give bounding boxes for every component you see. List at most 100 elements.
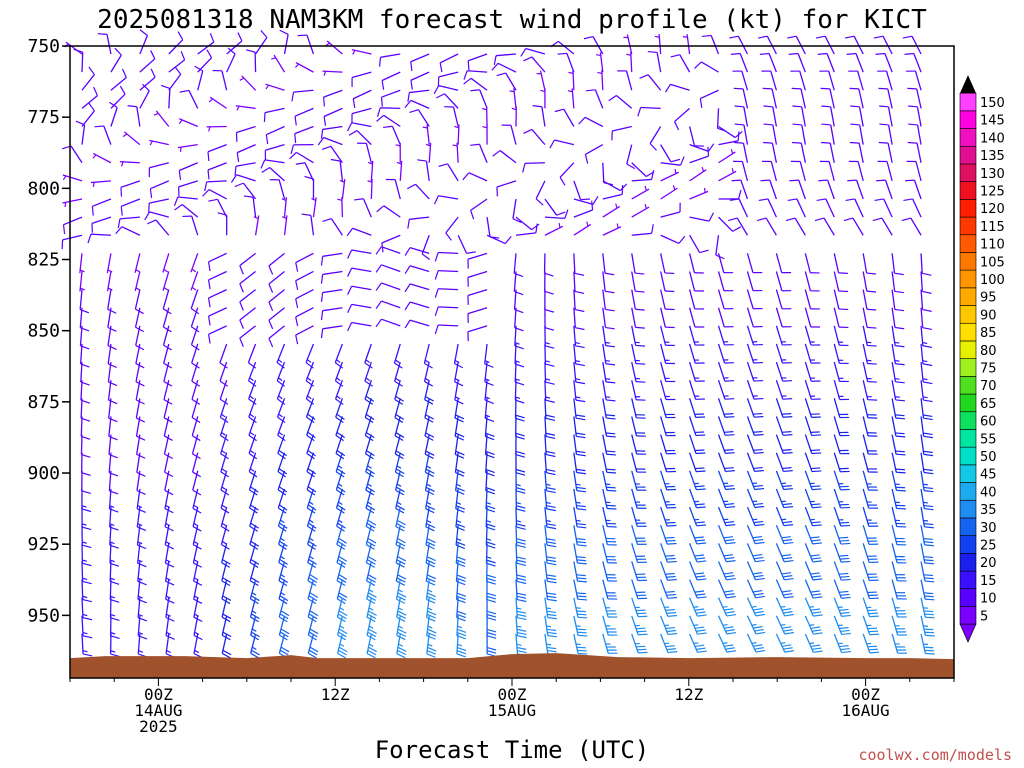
barb-flag-line <box>811 521 821 524</box>
barb-flag-line <box>417 159 427 162</box>
barb-shaft <box>573 380 577 401</box>
barb-shaft <box>248 452 257 472</box>
barb-flag-line <box>923 414 933 418</box>
barb-shaft <box>79 325 83 346</box>
barb-flag-line <box>544 272 554 277</box>
barb-flag-line <box>896 453 906 456</box>
barb-flag-line <box>486 610 497 615</box>
barb-flag-line <box>605 363 616 366</box>
wind-barb <box>407 183 430 200</box>
barb-flag-line <box>895 345 905 348</box>
barb-shaft <box>191 361 199 382</box>
barb-flag-line <box>763 105 773 108</box>
barb-flag-line <box>335 380 344 387</box>
barb-flag-line <box>896 489 906 492</box>
barb-flag-line <box>404 100 412 109</box>
barb-shaft <box>718 216 734 232</box>
barb-flag-line <box>576 556 586 559</box>
wind-barb <box>862 543 879 564</box>
wind-barb <box>120 198 141 216</box>
wind-barb <box>804 253 820 274</box>
barb-shaft <box>496 180 517 188</box>
colorbar-label: 45 <box>980 468 997 483</box>
barb-flag-line <box>924 613 934 616</box>
barb-half-line <box>809 624 815 626</box>
barb-half-line <box>427 607 433 611</box>
barb-shaft <box>164 561 170 582</box>
barb-shaft <box>602 434 608 455</box>
barb-shaft <box>456 615 459 636</box>
barb-shaft <box>573 543 579 564</box>
wind-barb <box>689 143 715 152</box>
barb-shaft <box>602 452 608 473</box>
barb-flag-line <box>396 634 406 641</box>
barb-flag-line <box>726 577 736 581</box>
barb-shaft <box>80 380 83 401</box>
wind-barb <box>550 40 575 55</box>
barb-shaft <box>852 217 864 236</box>
barb-flag-line <box>759 52 770 56</box>
y-tick-label: 850 <box>27 321 60 342</box>
barb-shaft <box>396 633 401 654</box>
wind-barb <box>907 141 922 163</box>
barb-shaft <box>191 416 199 436</box>
barb-flag-line <box>576 453 586 457</box>
barb-flag-line <box>88 66 95 75</box>
barb-half-line <box>568 71 574 75</box>
barb-flag-line <box>753 466 763 470</box>
wind-barb <box>573 307 585 331</box>
barb-shaft <box>149 211 169 218</box>
barb-shaft <box>602 307 607 328</box>
barb-flag-line <box>307 525 316 532</box>
barb-flag-line <box>635 308 645 311</box>
barb-shaft <box>833 253 840 274</box>
wind-barb <box>775 633 795 653</box>
barb-shaft <box>804 579 814 599</box>
y-tick-label: 800 <box>27 178 60 199</box>
barb-shaft <box>660 325 667 346</box>
wind-barb <box>804 615 823 635</box>
barb-flag-line <box>486 595 497 600</box>
wind-barb <box>320 325 343 339</box>
wind-barb <box>689 615 707 635</box>
barb-flag-line <box>516 508 526 512</box>
barb-shaft <box>396 597 401 618</box>
barb-flag-line <box>486 505 496 510</box>
barb-flag-line <box>397 537 406 544</box>
wind-barb <box>277 470 288 496</box>
barb-flag-line <box>516 592 527 596</box>
barb-flag-line <box>545 450 556 454</box>
y-tick-label: 950 <box>27 605 60 626</box>
wind-barb <box>584 144 604 164</box>
wind-barb <box>335 470 346 496</box>
wind-barb <box>791 141 806 163</box>
barb-half-line <box>79 269 85 273</box>
wind-barb <box>746 361 764 382</box>
barb-shaft <box>249 506 257 527</box>
wind-barb <box>512 198 522 224</box>
wind-barb <box>544 597 557 620</box>
barb-flag-line <box>667 524 677 527</box>
wind-barb <box>454 398 465 423</box>
barb-shaft <box>81 52 84 73</box>
barb-flag-line <box>523 128 533 134</box>
barb-flag-line <box>178 170 182 180</box>
wind-barb <box>295 307 314 327</box>
barb-shaft <box>515 543 518 564</box>
barb-flag-line <box>335 434 344 442</box>
barb-flag-line <box>277 452 286 460</box>
barb-shaft <box>134 253 141 273</box>
wind-barb <box>775 271 792 292</box>
barb-flag-line <box>236 152 240 162</box>
colorbar-label: 65 <box>980 397 997 412</box>
barb-shaft <box>306 34 315 55</box>
barb-flag-line <box>457 628 467 634</box>
barb-flag-line <box>752 553 763 557</box>
barb-flag-line <box>754 469 764 472</box>
barb-shaft <box>79 343 83 364</box>
barb-flag-line <box>576 574 586 577</box>
barb-shaft <box>602 361 607 382</box>
wind-barb <box>804 380 821 400</box>
barb-shaft <box>107 380 112 401</box>
